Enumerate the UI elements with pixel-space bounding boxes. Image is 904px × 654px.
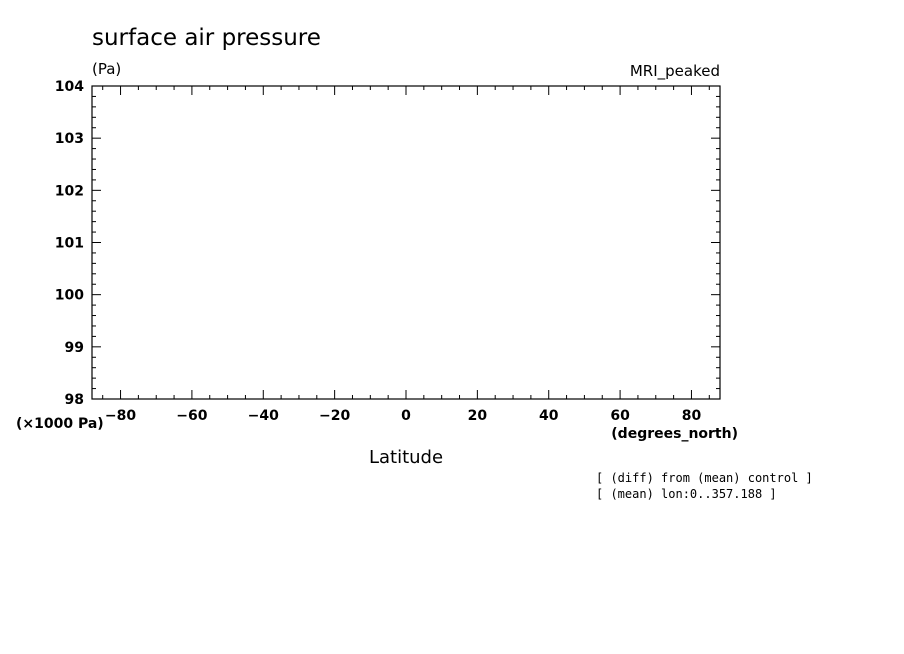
x-tick-label: 40 <box>539 408 559 424</box>
y-tick-label: 101 <box>55 236 84 252</box>
x-tick-label: −40 <box>248 408 279 424</box>
y-tick-label: 103 <box>55 131 84 147</box>
x-axis-title: Latitude <box>369 447 443 468</box>
y-tick-label: 100 <box>55 288 84 304</box>
x-tick-labels: −80 −60 −40 −20 0 20 40 60 80 <box>105 408 702 424</box>
x-axis-units: (degrees_north) <box>611 426 738 442</box>
y-tick-labels: 98 99 100 101 102 103 104 <box>55 79 84 408</box>
y-tick-label: 99 <box>65 340 84 356</box>
y-tick-label: 98 <box>65 392 84 408</box>
x-tick-label: 80 <box>682 408 702 424</box>
y-tick-label: 104 <box>55 79 84 95</box>
note-mean: [ (mean) lon:0..357.188 ] <box>596 487 777 501</box>
axis-ticks <box>92 85 720 400</box>
y-axis-unit: (Pa) <box>92 60 121 78</box>
x-tick-label: −20 <box>319 408 350 424</box>
y-tick-label: 102 <box>55 183 84 199</box>
x-tick-label: 60 <box>610 408 630 424</box>
x-tick-label: −60 <box>176 408 207 424</box>
x-tick-label: 0 <box>401 408 411 424</box>
dataset-label: MRI_peaked <box>630 62 720 81</box>
x-tick-label: −80 <box>105 408 136 424</box>
plot-frame <box>91 85 721 400</box>
x-tick-label: 20 <box>468 408 488 424</box>
note-diff: [ (diff) from (mean) control ] <box>596 471 813 485</box>
chart-title: surface air pressure <box>92 25 321 51</box>
y-scale-label: (×1000 Pa) <box>16 416 104 432</box>
